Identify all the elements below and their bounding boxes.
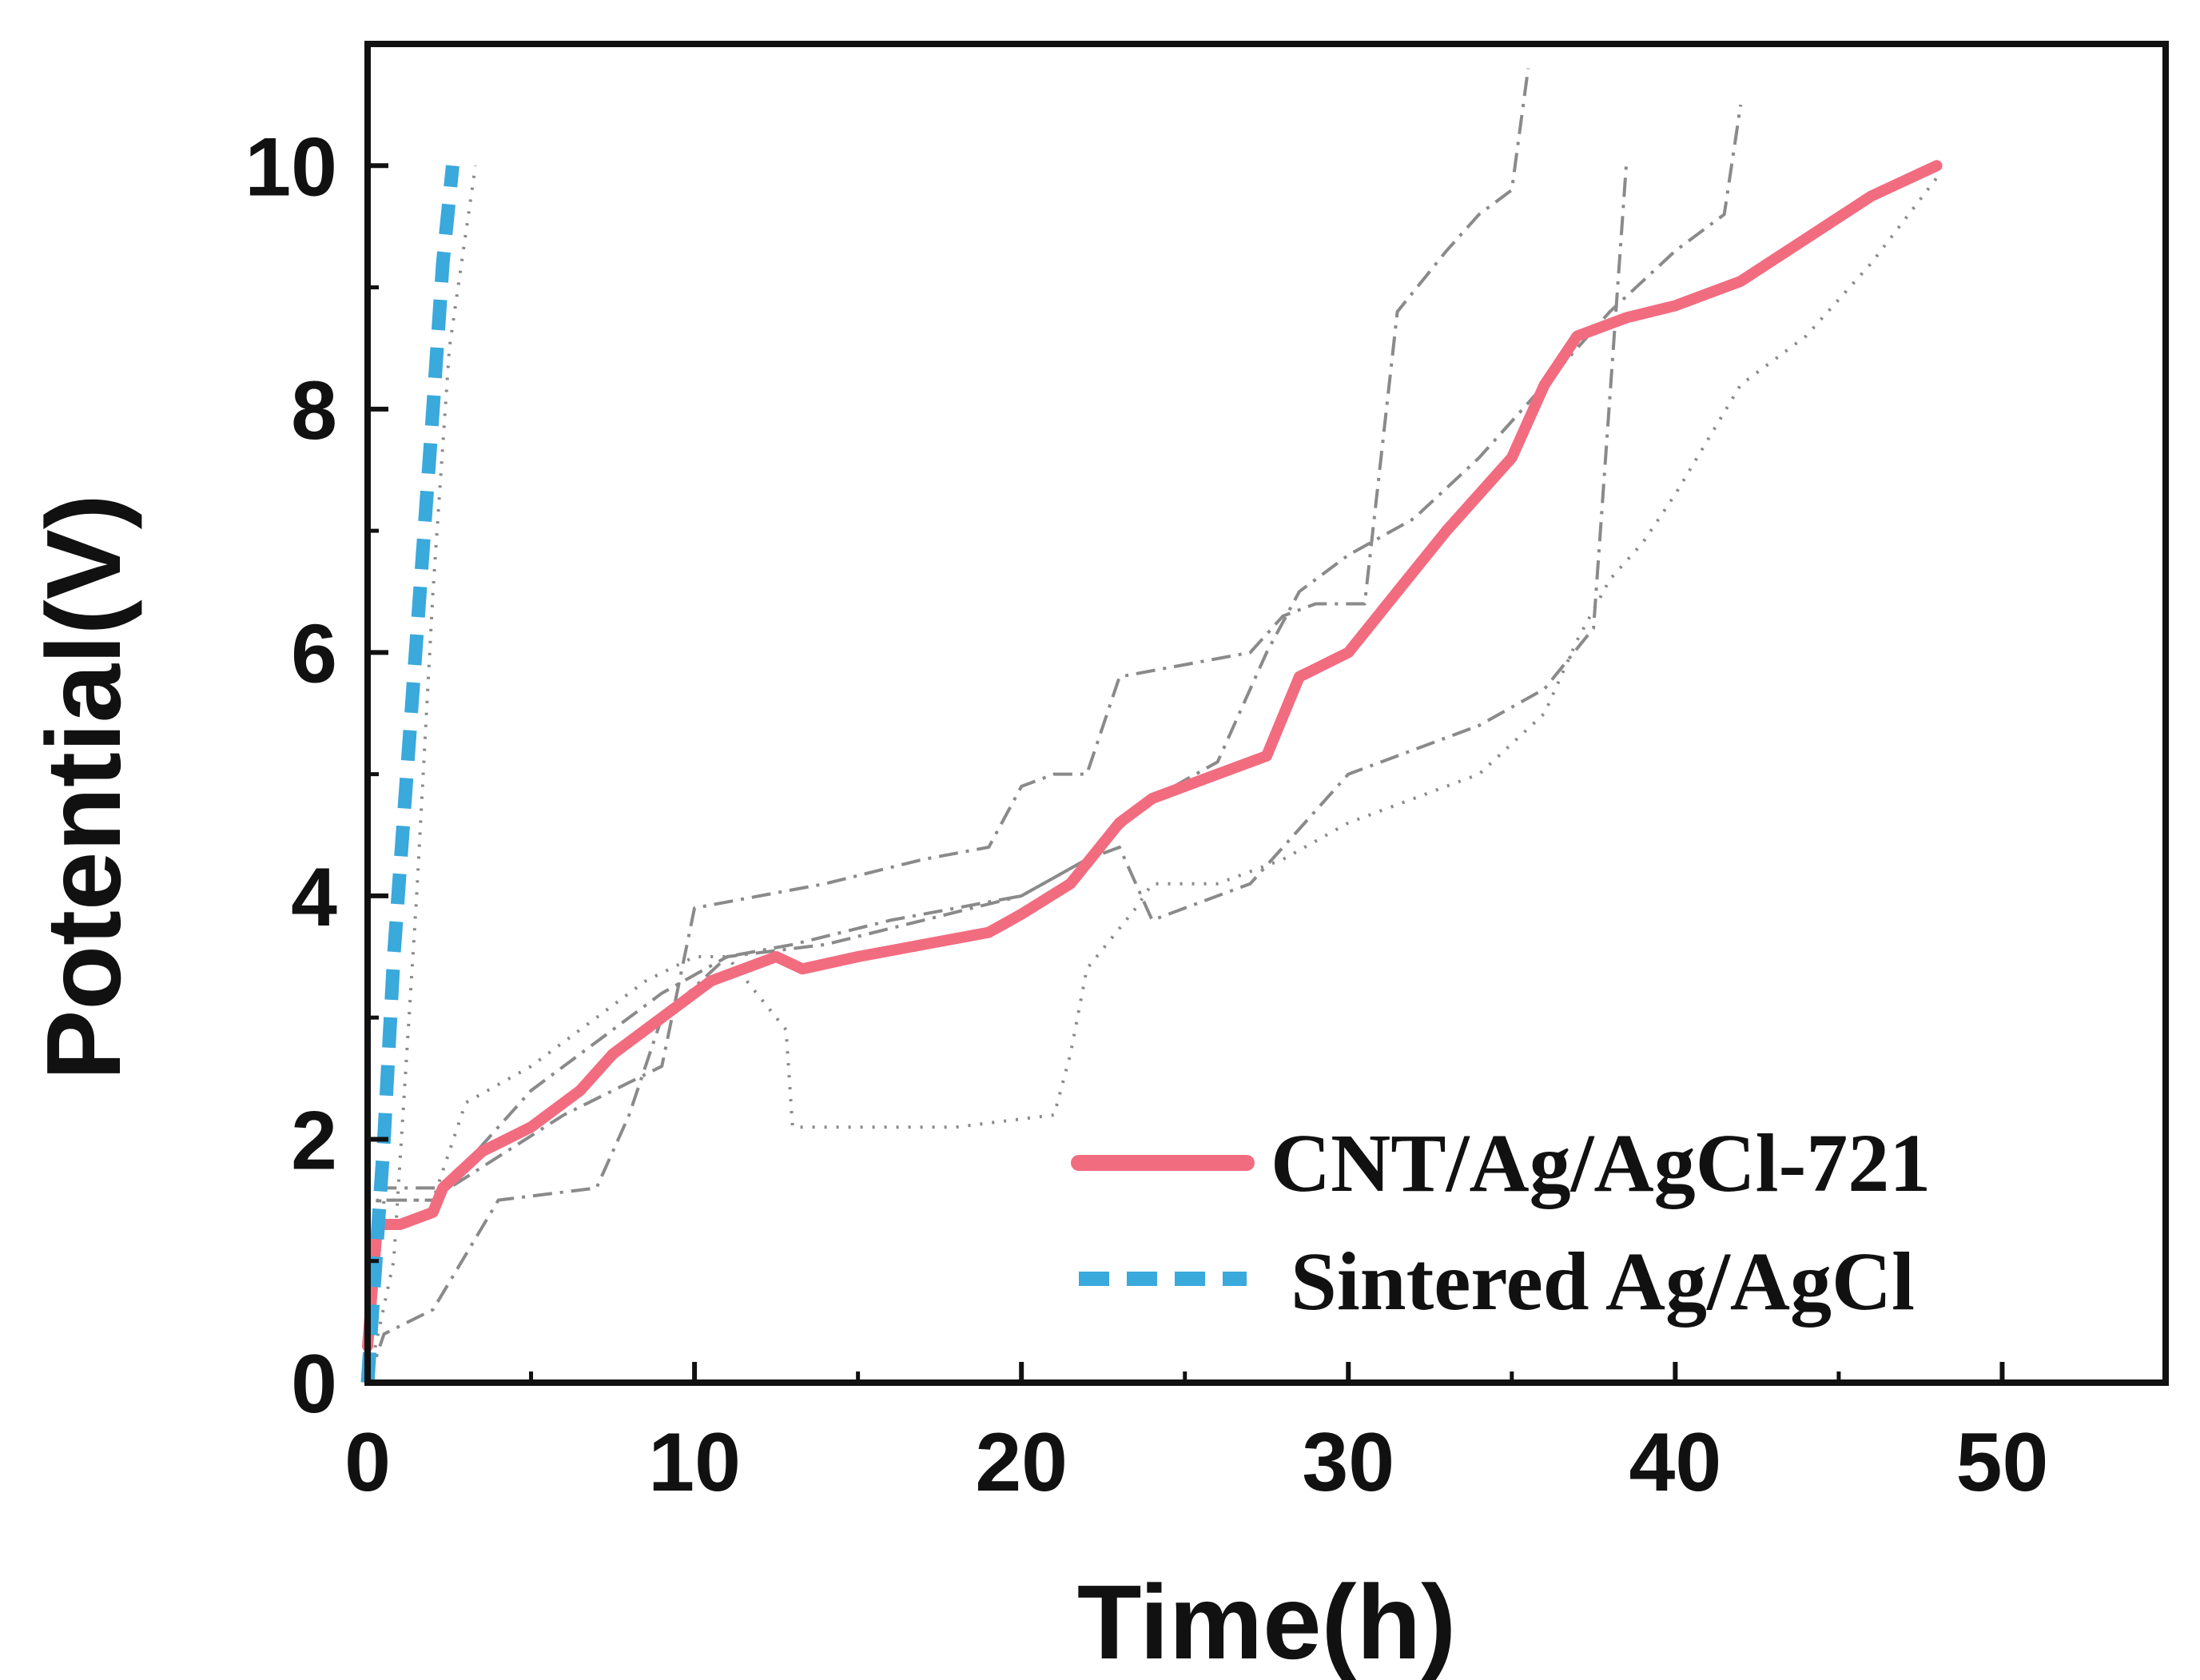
y-tick-label: 10 [245, 121, 337, 213]
legend-label-cnt: CNT/Ag/AgCl-721 [1271, 1117, 1931, 1209]
y-tick-label: 4 [291, 851, 337, 944]
x-tick-label: 50 [1956, 1416, 2049, 1509]
series-line-replicate [366, 165, 1628, 1383]
series-line-replicate [366, 68, 1530, 1383]
legend: CNT/Ag/AgCl-721 Sintered Ag/AgCl [1071, 1117, 1931, 1328]
legend-label-sintered: Sintered Ag/AgCl [1291, 1236, 1915, 1328]
x-tick-label: 30 [1302, 1416, 1394, 1509]
plot-frame [364, 41, 2169, 1386]
y-tick-label: 2 [291, 1094, 337, 1187]
x-tick-label: 40 [1629, 1416, 1722, 1509]
series-line-sintered [360, 165, 459, 1383]
y-tick-label: 0 [291, 1338, 337, 1431]
x-tick-label: 0 [344, 1416, 391, 1509]
series-line-cnt [362, 160, 1943, 1352]
axes-layer: 0 10 20 30 40 50 0 2 4 6 8 10 [245, 121, 2048, 1509]
series-layer [360, 68, 1943, 1383]
x-tick-label: 10 [648, 1416, 741, 1509]
x-tick-label: 20 [975, 1416, 1068, 1509]
y-tick-label: 8 [291, 364, 337, 457]
y-tick-label: 6 [291, 607, 337, 700]
series-line-replicate [366, 177, 1939, 1383]
x-axis-title: Time(h) [1077, 1563, 1456, 1680]
y-axis-title: Potential(V) [25, 494, 142, 1080]
